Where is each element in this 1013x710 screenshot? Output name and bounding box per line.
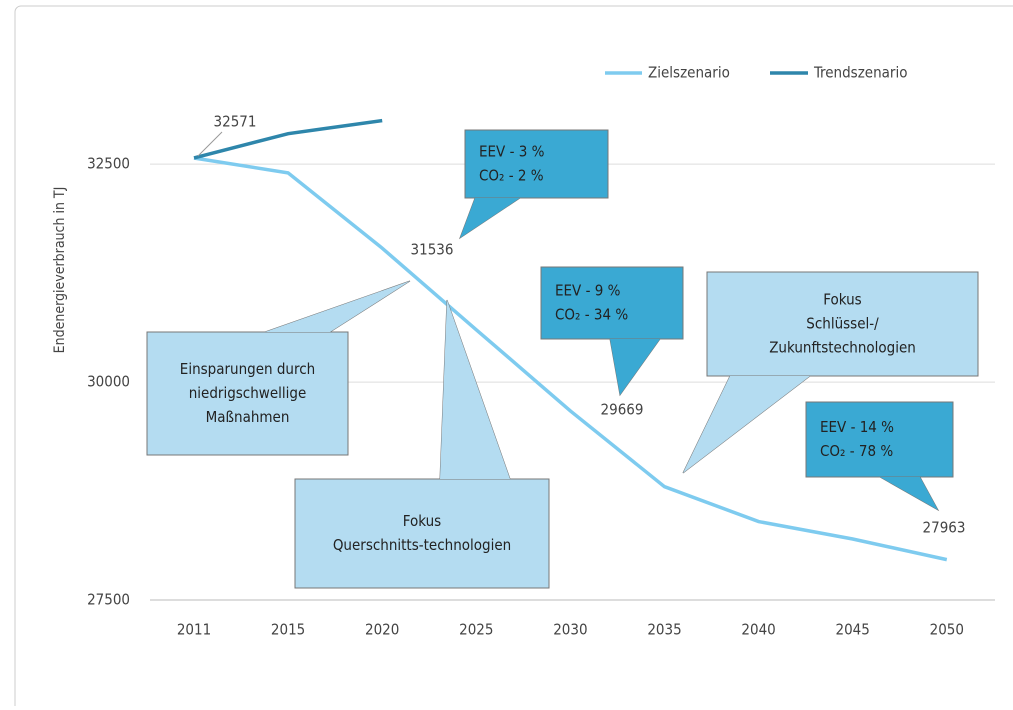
x-tick-label: 2025 xyxy=(459,621,493,639)
frame xyxy=(14,5,1013,710)
callout-join xyxy=(460,198,520,238)
series-line xyxy=(193,156,948,562)
x-tick-label: 2050 xyxy=(930,621,964,639)
callout-text: Maßnahmen xyxy=(206,408,290,426)
y-tick-label: 30000 xyxy=(87,373,130,391)
callout-text: Fokus xyxy=(823,291,861,309)
x-tick-label: 2020 xyxy=(365,621,399,639)
x-tick-label: 2030 xyxy=(553,621,587,639)
callout-box xyxy=(294,478,550,589)
callout-join xyxy=(683,376,810,473)
x-tick-label: 2035 xyxy=(647,621,681,639)
callout-text: Querschnitts-technologien xyxy=(333,536,511,554)
data-label: 27963 xyxy=(923,519,966,537)
callout-join xyxy=(265,281,410,332)
y-tick-label: 27500 xyxy=(87,591,130,609)
callout-text: niedrigschwellige xyxy=(189,384,307,402)
x-tick-label: 2045 xyxy=(836,621,870,639)
x-tick-label: 2015 xyxy=(271,621,305,639)
callout-text: EEV - 9 % xyxy=(555,282,621,300)
callout-box xyxy=(540,266,684,340)
callout-box xyxy=(146,331,349,456)
callout-join xyxy=(880,477,938,510)
data-label: 31536 xyxy=(411,241,454,259)
callout-text: EEV - 3 % xyxy=(479,143,545,161)
y-axis-label: Endenergieverbrauch in TJ xyxy=(52,187,68,354)
callout-text: CO₂ - 34 % xyxy=(555,306,628,324)
leader xyxy=(197,131,223,157)
callout-text: CO₂ - 2 % xyxy=(479,167,544,185)
callout-box xyxy=(464,129,609,199)
callout-text: Einsparungen durch xyxy=(180,360,315,378)
callout-text: Fokus xyxy=(403,512,441,530)
data-label: 29669 xyxy=(601,401,644,419)
callout-text: EEV - 14 % xyxy=(820,418,894,436)
callout-join xyxy=(440,300,510,479)
y-tick-label: 32500 xyxy=(87,155,130,173)
callout-text: CO₂ - 78 % xyxy=(820,442,893,460)
x-tick-label: 2011 xyxy=(177,621,211,639)
callout-box xyxy=(706,271,979,377)
callout-text: Zukunftstechnologien xyxy=(769,339,916,357)
series-line xyxy=(193,118,383,160)
callout-text: Schlüssel-/ xyxy=(806,315,879,333)
legend-label: Trendszenario xyxy=(813,64,907,82)
callout-box xyxy=(805,401,954,478)
legend-label: Zielszenario xyxy=(648,64,730,82)
callout-join xyxy=(610,339,660,395)
x-tick-label: 2040 xyxy=(741,621,775,639)
data-label: 32571 xyxy=(214,113,257,131)
